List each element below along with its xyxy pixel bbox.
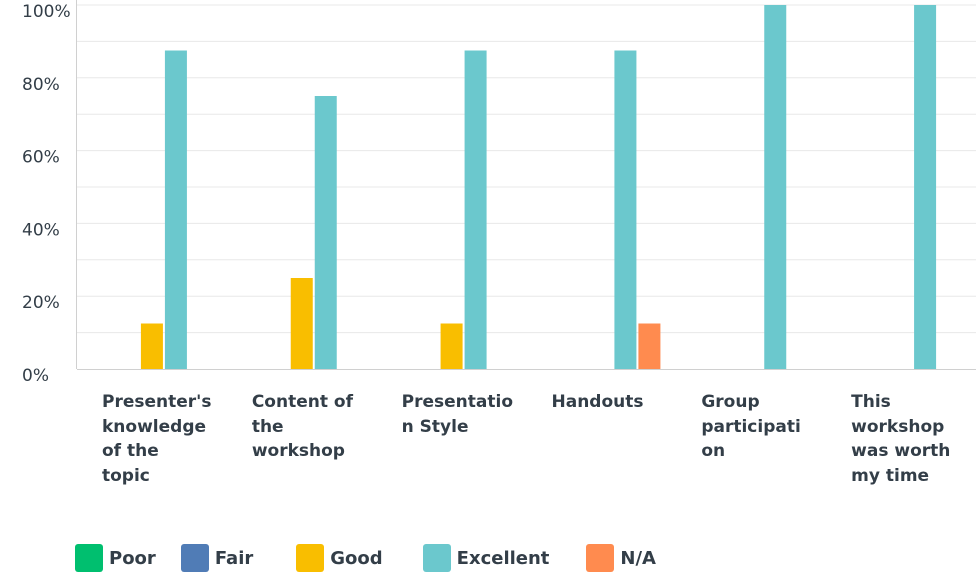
bar-excellent [614, 50, 637, 369]
legend-swatch [75, 544, 103, 572]
category-label: Content of the workshop [251, 392, 353, 461]
legend-item: Poor [75, 544, 156, 572]
legend-item: N/A [586, 544, 656, 572]
y-tick-label: 60% [22, 148, 60, 168]
legend-item: Good [296, 544, 383, 572]
category-label: Handouts [551, 392, 644, 412]
bar-excellent [164, 50, 187, 369]
legend-swatch [180, 544, 209, 572]
legend-item: Excellent [422, 544, 550, 572]
category-label: Group participati on [701, 392, 801, 461]
bar-excellent [764, 5, 787, 369]
y-tick-label: 100% [22, 2, 71, 22]
bar-good [140, 323, 163, 369]
legend-label: Excellent [456, 547, 550, 569]
bar-good [290, 278, 313, 369]
legend-swatch [422, 544, 451, 572]
legend-label: Good [330, 547, 383, 569]
y-tick-label: 40% [22, 220, 60, 240]
legend-item: Fair [180, 544, 254, 572]
bar-chart: 0% 20% 40% 60% 80% 100% [22, 0, 976, 386]
category-label: Presentatio n Style [401, 392, 514, 437]
y-tick-label: 80% [22, 75, 60, 95]
legend-label: N/A [620, 547, 656, 569]
bar-excellent [464, 50, 487, 369]
bar-good [440, 323, 463, 369]
category-label: Presenter's knowledge of the topic [102, 392, 212, 486]
bar-excellent [914, 5, 937, 369]
y-tick-label: 0% [22, 366, 49, 386]
y-tick-label: 20% [22, 293, 60, 313]
bar-n-a [638, 323, 661, 369]
chart-legend: Poor Fair Good Excellent N/A [75, 543, 656, 573]
category-label: This workshop was worth my time [851, 392, 951, 486]
legend-swatch [586, 544, 615, 572]
legend-label: Fair [214, 547, 254, 569]
legend-swatch [296, 544, 325, 572]
bar-excellent [314, 96, 337, 369]
legend-label: Poor [109, 547, 156, 569]
